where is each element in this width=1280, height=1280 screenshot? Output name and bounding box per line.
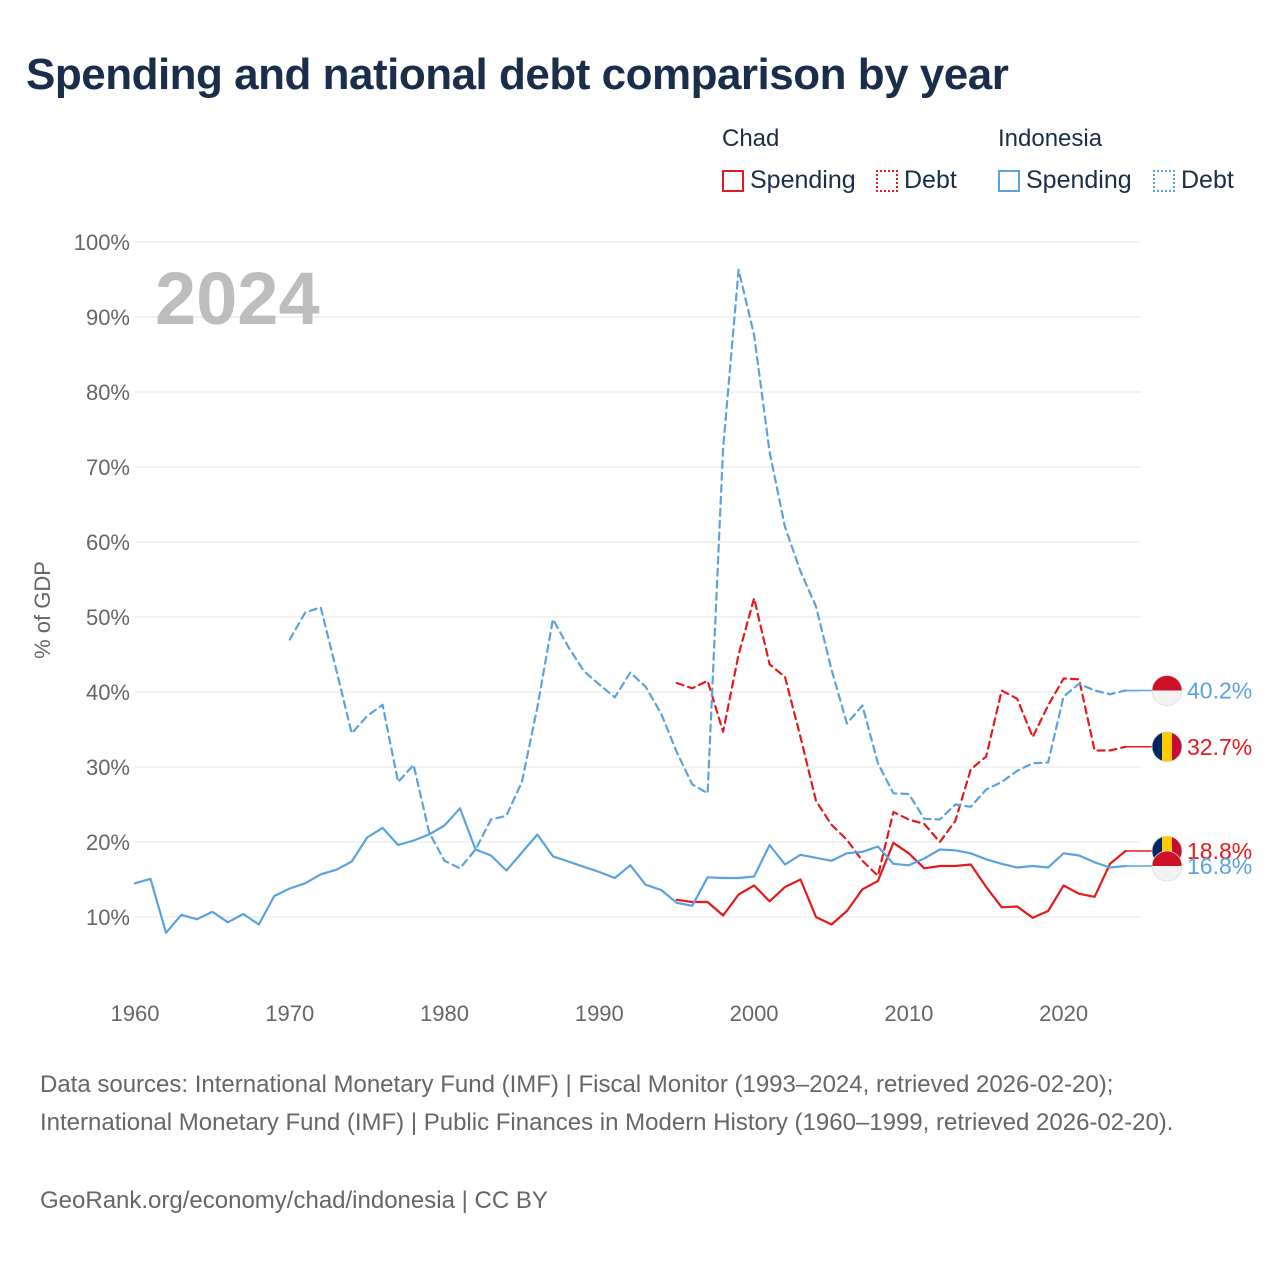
legend-chad-debt[interactable]: Debt — [876, 166, 957, 195]
indonesia-flag-icon — [1151, 850, 1183, 882]
legend-swatch-dotted-blue — [1153, 169, 1175, 192]
legend-swatch-solid-blue — [998, 169, 1020, 192]
end-value-label: 32.7% — [1187, 734, 1252, 760]
y-tick-label: 10% — [86, 905, 130, 930]
year-watermark: 2024 — [155, 257, 320, 340]
chart-title: Spending and national debt comparison by… — [26, 50, 1009, 99]
series-line-indonesia-debt — [288, 268, 1127, 870]
y-tick-label: 90% — [86, 305, 130, 330]
end-value-label: 16.8% — [1187, 853, 1252, 879]
end-labels: 40.2% 32.7% 18.8%16.8% — [1125, 675, 1252, 882]
credit-link[interactable]: GeoRank.org/economy/chad/indonesia | CC … — [40, 1187, 548, 1214]
series-line-indonesia-spending — [133, 807, 1127, 934]
legend-indonesia-debt[interactable]: Debt — [1153, 166, 1234, 195]
y-axis: 10% 20% 30% 40% 50% 60% 70% 80% 90% 100% — [74, 230, 130, 930]
y-tick-label: 50% — [86, 605, 130, 630]
y-axis-label: % of GDP — [30, 561, 55, 659]
gridlines — [135, 241, 1141, 918]
x-tick-label: 2010 — [884, 1001, 933, 1026]
x-tick-label: 1970 — [265, 1001, 314, 1026]
series-line-chad-debt — [675, 597, 1127, 877]
line-chart: 2024 10% 20% 30% 40% 50% 60% 70% 80% 90% 100% 196… — [30, 230, 1252, 1026]
series-lines — [133, 268, 1127, 934]
y-tick-label: 30% — [86, 755, 130, 780]
legend-swatch-dotted-red — [876, 169, 898, 192]
legend-swatch-solid-red — [722, 169, 744, 192]
y-tick-label: 100% — [74, 230, 130, 255]
y-tick-label: 60% — [86, 530, 130, 555]
legend-label: Debt — [904, 166, 957, 194]
end-value-label: 18.8% — [1187, 838, 1252, 864]
x-tick-label: 2020 — [1039, 1001, 1088, 1026]
x-tick-label: 1960 — [111, 1001, 160, 1026]
x-tick-label: 1980 — [420, 1001, 469, 1026]
x-tick-label: 1990 — [575, 1001, 624, 1026]
x-axis: 1960 1970 1980 1990 2000 2010 2020 — [111, 1001, 1089, 1026]
y-tick-label: 40% — [86, 680, 130, 705]
chad-flag-icon — [1151, 731, 1183, 763]
legend-label: Spending — [1026, 166, 1132, 194]
legend-group-chad: Chad — [722, 125, 780, 152]
series-line-chad-spending — [675, 841, 1127, 926]
y-tick-label: 80% — [86, 380, 130, 405]
legend-label: Debt — [1181, 166, 1234, 194]
indonesia-flag-icon — [1151, 675, 1183, 706]
y-tick-label: 20% — [86, 830, 130, 855]
legend-label: Spending — [750, 166, 856, 194]
x-tick-label: 2000 — [730, 1001, 779, 1026]
legend-indonesia-spending[interactable]: Spending — [998, 166, 1132, 195]
data-sources: Data sources: International Monetary Fun… — [40, 1071, 1174, 1136]
end-value-label: 40.2% — [1187, 678, 1252, 704]
legend-group-indonesia: Indonesia — [998, 125, 1103, 152]
legend-chad-spending[interactable]: Spending — [722, 166, 856, 195]
y-tick-label: 70% — [86, 455, 130, 480]
